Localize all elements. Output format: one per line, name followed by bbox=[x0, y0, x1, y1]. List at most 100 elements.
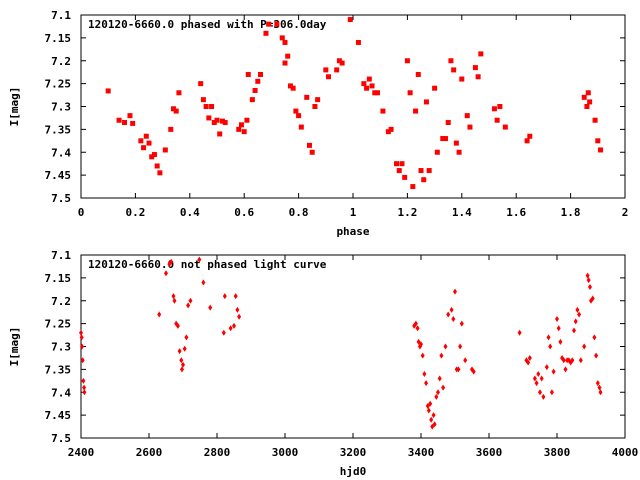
data-point bbox=[549, 389, 554, 396]
unphased-light-curve-panel: 2400 2600 2800 3000 3200 3400 3600 3800 4000 7.1 7… bbox=[8, 249, 638, 478]
data-point bbox=[451, 67, 457, 73]
data-point bbox=[336, 58, 342, 64]
y-tick-label: 7.35 bbox=[45, 363, 72, 376]
data-point bbox=[590, 295, 595, 302]
y-tick-label: 7.4 bbox=[51, 146, 71, 159]
data-point bbox=[182, 345, 187, 352]
data-point bbox=[279, 35, 285, 41]
data-point bbox=[290, 85, 296, 91]
data-point bbox=[200, 97, 206, 103]
data-point bbox=[456, 366, 461, 373]
data-point bbox=[105, 88, 111, 94]
data-point bbox=[366, 76, 372, 82]
data-point bbox=[241, 129, 247, 135]
data-point bbox=[402, 174, 408, 180]
data-point bbox=[443, 343, 448, 350]
y-tick-label: 7.25 bbox=[45, 318, 72, 331]
data-point bbox=[179, 357, 184, 364]
data-point bbox=[585, 90, 591, 96]
data-point bbox=[441, 384, 446, 391]
data-point bbox=[168, 126, 174, 132]
data-point bbox=[154, 163, 160, 169]
data-point bbox=[459, 76, 465, 82]
data-point bbox=[326, 74, 332, 80]
data-point bbox=[127, 113, 133, 119]
data-point bbox=[323, 67, 329, 73]
data-point bbox=[440, 136, 446, 142]
x-tick-label: 1.6 bbox=[506, 206, 526, 219]
data-point bbox=[285, 53, 291, 59]
data-point bbox=[592, 334, 597, 341]
x-tick-label: 3200 bbox=[340, 446, 367, 459]
data-point bbox=[464, 113, 470, 119]
data-point bbox=[420, 352, 425, 359]
data-point bbox=[173, 108, 179, 114]
data-point bbox=[431, 412, 436, 419]
data-point bbox=[372, 90, 378, 96]
data-point bbox=[459, 320, 464, 327]
data-point bbox=[188, 297, 193, 304]
data-point bbox=[222, 120, 228, 126]
data-point bbox=[598, 147, 604, 153]
data-point bbox=[573, 318, 578, 325]
data-point bbox=[175, 322, 180, 329]
data-point bbox=[263, 30, 269, 36]
x-axis-label: phase bbox=[336, 225, 369, 238]
data-point bbox=[157, 170, 163, 176]
data-point bbox=[439, 352, 444, 359]
data-point bbox=[428, 400, 433, 407]
data-point bbox=[237, 313, 242, 320]
data-point bbox=[355, 39, 361, 45]
plot-frame bbox=[80, 254, 626, 439]
x-tick-label: 0.2 bbox=[125, 206, 145, 219]
data-point bbox=[309, 149, 315, 155]
data-point bbox=[385, 129, 391, 135]
y-tick-label: 7.35 bbox=[45, 123, 72, 136]
data-point bbox=[249, 97, 255, 103]
data-point bbox=[244, 117, 250, 123]
data-point bbox=[80, 357, 85, 364]
y-tick-label: 7.2 bbox=[51, 55, 71, 68]
data-point bbox=[587, 284, 592, 291]
x-tick-label: 3600 bbox=[476, 446, 503, 459]
data-point bbox=[551, 368, 556, 375]
data-point bbox=[399, 161, 405, 167]
data-point bbox=[186, 302, 191, 309]
data-point bbox=[380, 108, 386, 114]
data-point bbox=[222, 293, 227, 300]
data-point bbox=[82, 384, 87, 391]
data-point bbox=[201, 279, 206, 286]
data-point bbox=[491, 106, 497, 112]
y-tick-label: 7.5 bbox=[51, 432, 71, 445]
data-point bbox=[421, 177, 427, 183]
x-tick-label: 2 bbox=[622, 206, 629, 219]
data-point bbox=[252, 87, 258, 93]
data-point bbox=[208, 304, 213, 311]
data-series bbox=[79, 256, 603, 430]
data-point bbox=[539, 375, 544, 382]
data-point bbox=[586, 277, 591, 284]
data-point bbox=[577, 311, 582, 318]
data-point bbox=[347, 17, 353, 23]
data-point bbox=[255, 78, 261, 84]
data-point bbox=[238, 122, 244, 128]
data-point bbox=[282, 60, 288, 66]
data-point bbox=[558, 338, 563, 345]
data-point bbox=[434, 149, 440, 155]
data-point bbox=[572, 327, 576, 334]
data-point bbox=[494, 117, 500, 123]
data-point bbox=[595, 138, 601, 144]
data-point bbox=[287, 83, 293, 89]
data-point bbox=[407, 90, 413, 96]
data-point bbox=[497, 104, 503, 109]
data-point bbox=[587, 99, 593, 105]
data-point bbox=[369, 83, 375, 89]
data-point bbox=[445, 120, 451, 126]
plot-title: 120120-6660.0 phased with P=306.0day bbox=[88, 18, 327, 31]
data-point bbox=[211, 120, 217, 126]
data-point bbox=[456, 149, 462, 155]
data-point bbox=[143, 133, 149, 139]
data-point bbox=[258, 71, 264, 77]
data-point bbox=[453, 140, 459, 146]
